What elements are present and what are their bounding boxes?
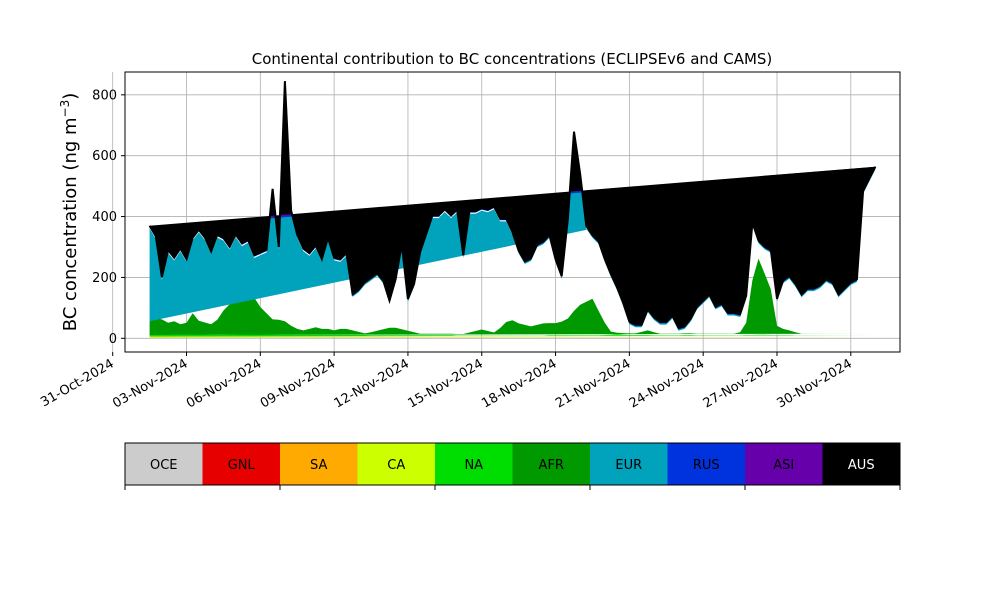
colorbar-label-ca: CA (387, 458, 405, 473)
colorbar-legend: OCE GNL SA CA NA AFR EUR RUS ASI AUS (124, 442, 901, 490)
colorbar-label-afr: AFR (539, 458, 564, 473)
colorbar-label-aus: AUS (848, 458, 875, 473)
x-tick-label: 09-Nov-2024 (258, 356, 338, 411)
y-axis-label: BC concentration (ng m−3) (58, 93, 81, 332)
y-axis-label-close: ) (60, 93, 81, 100)
area-oce (149, 337, 876, 339)
area-ca (149, 336, 876, 338)
x-axis-ticks: 31-Oct-202403-Nov-202406-Nov-202409-Nov-… (38, 352, 855, 411)
colorbar-label-rus: RUS (693, 458, 720, 473)
x-tick-label: 18-Nov-2024 (479, 356, 559, 411)
x-tick-label: 31-Oct-2024 (38, 356, 116, 410)
x-tick-label: 21-Nov-2024 (553, 356, 633, 411)
plot-frame (124, 71, 901, 353)
colorbar-swatch-gnl (202, 443, 280, 485)
y-tick-label: 200 (92, 271, 117, 286)
stacked-areas (149, 81, 876, 339)
area-afr (149, 258, 876, 335)
colorbar-label-na: NA (464, 458, 483, 473)
colorbar-swatch-aus (822, 443, 900, 485)
colorbar-swatch-ca (357, 443, 435, 485)
total-concentration-line (148, 81, 877, 330)
y-tick-label: 400 (92, 210, 117, 225)
colorbar-label-eur: EUR (615, 458, 642, 473)
y-tick-label: 800 (92, 88, 117, 103)
x-tick-label: 24-Nov-2024 (627, 356, 707, 411)
colorbar-label-asi: ASI (773, 458, 794, 473)
colorbar-frame (124, 442, 901, 486)
area-na (149, 334, 876, 337)
y-axis-label-superscript: −3 (58, 100, 72, 118)
colorbar-swatch-na (435, 443, 513, 485)
y-tick-label: 600 (92, 149, 117, 164)
colorbar-swatch-asi (745, 443, 823, 485)
colorbar-swatch-afr (512, 443, 590, 485)
y-tick-label: 0 (109, 332, 117, 347)
colorbar-swatch-rus (667, 443, 745, 485)
colorbar-label-oce: OCE (150, 458, 178, 473)
colorbar-swatch-eur (590, 443, 668, 485)
x-tick-label: 12-Nov-2024 (332, 356, 412, 411)
chart-title: Continental contribution to BC concentra… (252, 50, 773, 68)
y-axis-ticks: 0 200 400 600 800 (92, 88, 125, 347)
y-axis-label-main: BC concentration (ng m (60, 117, 81, 331)
area-aus (149, 81, 876, 328)
svg-text:BC concentration (ng m−3): BC concentration (ng m−3) (58, 93, 81, 332)
colorbar-label-sa: SA (310, 458, 327, 473)
x-tick-label: 06-Nov-2024 (184, 356, 264, 411)
x-tick-label: 15-Nov-2024 (405, 356, 485, 411)
colorbar-swatch-sa (280, 443, 358, 485)
x-tick-label: 03-Nov-2024 (110, 356, 190, 411)
total-line (148, 81, 877, 330)
x-tick-label: 30-Nov-2024 (775, 356, 855, 411)
colorbar-swatch-oce (125, 443, 203, 485)
x-tick-label: 27-Nov-2024 (701, 356, 781, 411)
colorbar-label-gnl: GNL (228, 458, 256, 473)
